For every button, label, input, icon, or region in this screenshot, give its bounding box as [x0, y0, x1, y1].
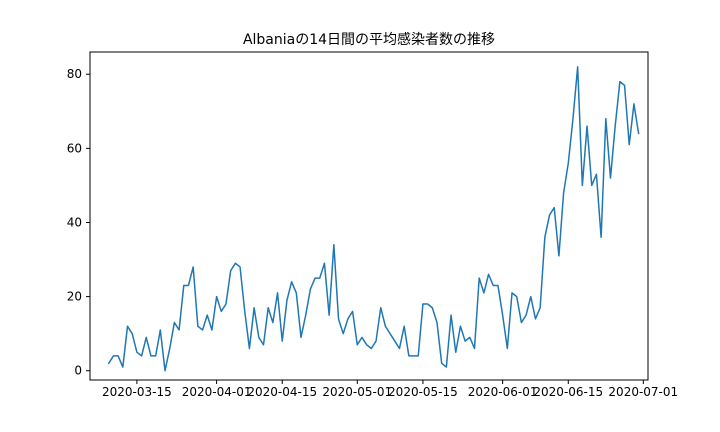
- x-tick-label: 2020-05-15: [388, 385, 458, 399]
- y-tick-label: 20: [67, 290, 82, 304]
- chart-title: Albaniaの14日間の平均感染者数の推移: [243, 31, 495, 48]
- x-tick-label: 2020-04-15: [247, 385, 317, 399]
- plot-frame: [89, 51, 649, 381]
- x-tick-label: 2020-06-01: [468, 385, 538, 399]
- x-tick-label: 2020-04-01: [182, 385, 252, 399]
- y-tick-label: 80: [67, 67, 82, 81]
- y-axis-ticks: 0 20 40 60 80: [67, 67, 90, 378]
- x-tick-label: 2020-03-15: [102, 385, 172, 399]
- x-tick-label: 2020-05-01: [322, 385, 392, 399]
- y-tick-label: 40: [67, 215, 82, 229]
- x-tick-label: 2020-06-15: [533, 385, 603, 399]
- x-tick-label: 2020-07-01: [608, 385, 678, 399]
- series-line: [108, 66, 640, 372]
- y-tick-label: 60: [67, 141, 82, 155]
- series-group: [108, 66, 640, 372]
- y-tick-label: 0: [74, 364, 82, 378]
